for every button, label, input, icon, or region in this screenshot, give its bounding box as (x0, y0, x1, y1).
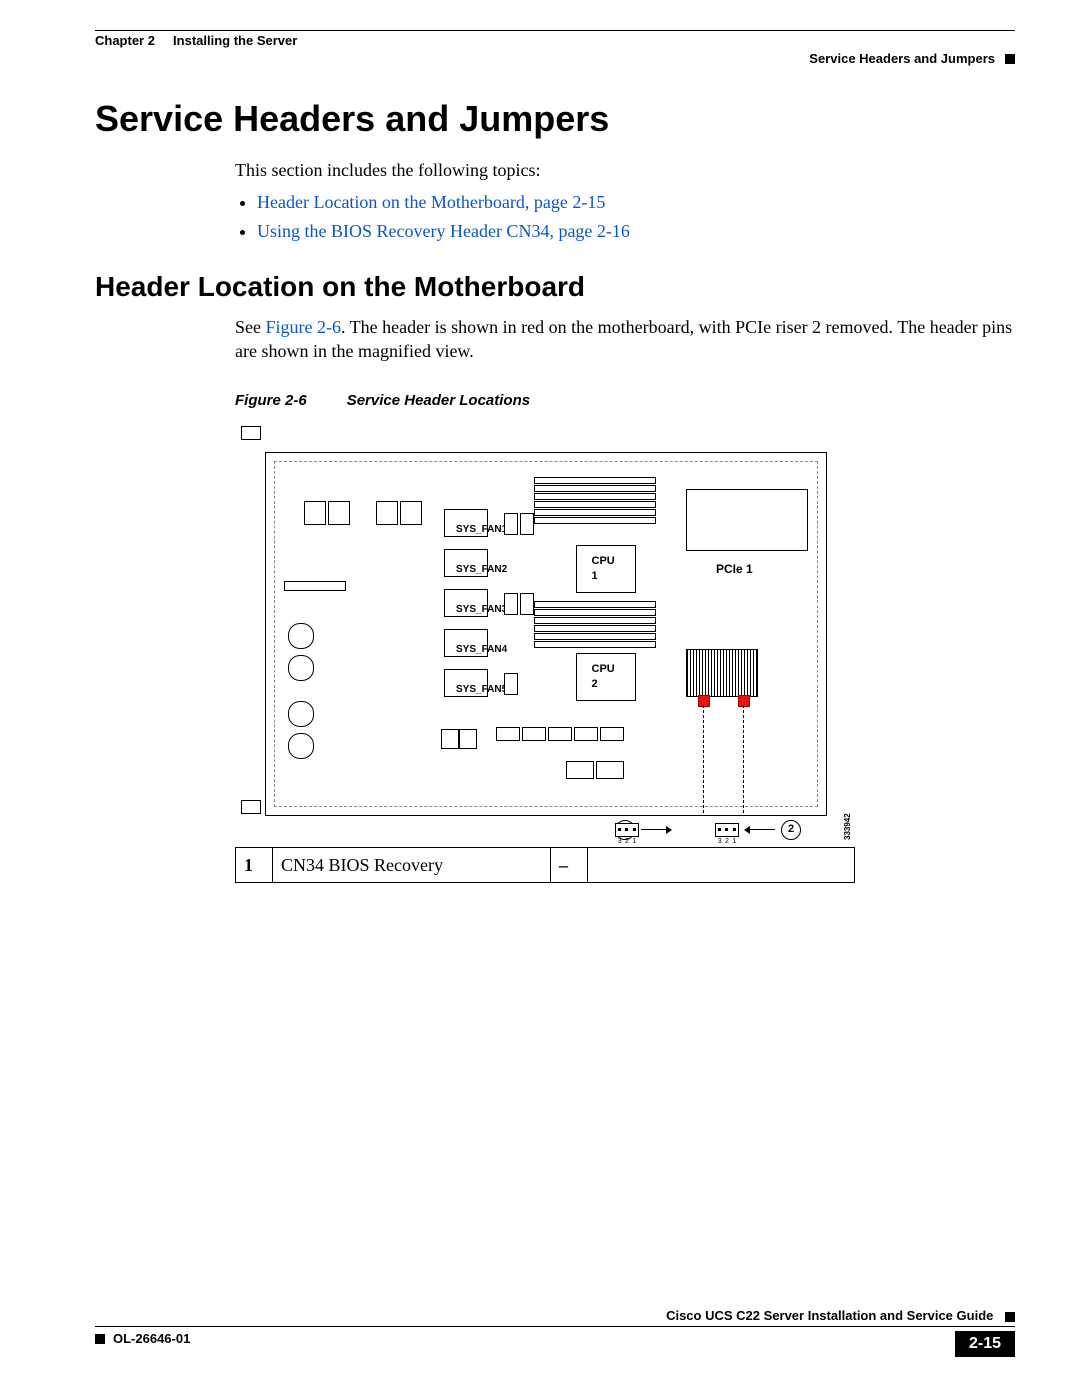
heatsink (686, 649, 758, 697)
fan1-label: SYS_FAN1 (456, 523, 507, 537)
drawing-number: 333942 (843, 813, 854, 840)
intro-text: This section includes the following topi… (235, 158, 1015, 182)
guide-title: Cisco UCS C22 Server Installation and Se… (666, 1308, 993, 1323)
topic-link[interactable]: Using the BIOS Recovery Header CN34, pag… (257, 221, 630, 241)
callout-2: 321 2 (715, 820, 801, 840)
service-header-highlight (738, 695, 750, 707)
motherboard-diagram: SYS_FAN1 SYS_FAN2 SYS_FAN3 SYS_FAN4 SYS_… (235, 422, 855, 848)
footer-square-icon (1005, 1312, 1015, 1322)
chapter-label: Chapter 2 (95, 33, 155, 48)
running-header: Chapter 2 Installing the Server Service … (95, 33, 1015, 88)
topic-list: Header Location on the Motherboard, page… (235, 190, 1015, 243)
page-title: Service Headers and Jumpers (95, 98, 1015, 140)
jumper-detail-icon: 321 (615, 823, 639, 837)
header-square-icon (1005, 54, 1015, 64)
page-number: 2-15 (955, 1331, 1015, 1357)
figure-key-table: 1 CN34 BIOS Recovery – (235, 847, 855, 883)
cpu2: CPU 2 (576, 653, 636, 701)
running-head: Service Headers and Jumpers (809, 51, 995, 66)
topic-link[interactable]: Header Location on the Motherboard, page… (257, 192, 605, 212)
footer-square-icon (95, 1334, 105, 1344)
key-index: 1 (236, 847, 273, 882)
section-para: See Figure 2-6. The header is shown in r… (235, 315, 1015, 364)
table-row: 1 CN34 BIOS Recovery – (236, 847, 855, 882)
fan3-label: SYS_FAN3 (456, 603, 507, 617)
jumper-detail-icon: 321 (715, 823, 739, 837)
figure-ref-link[interactable]: Figure 2-6 (266, 317, 342, 337)
chapter-title: Installing the Server (173, 33, 297, 48)
cpu1: CPU 1 (576, 545, 636, 593)
chassis-tab-icon (241, 800, 261, 814)
fan5-label: SYS_FAN5 (456, 683, 507, 697)
figure-caption: Figure 2-6Service Header Locations (235, 391, 1015, 411)
fan4-label: SYS_FAN4 (456, 643, 507, 657)
key-index: – (551, 847, 588, 882)
motherboard-outline: SYS_FAN1 SYS_FAN2 SYS_FAN3 SYS_FAN4 SYS_… (265, 452, 827, 816)
pcie1-label: PCIe 1 (716, 561, 753, 577)
service-header-highlight (698, 695, 710, 707)
fan2-label: SYS_FAN2 (456, 563, 507, 577)
doc-number: OL-26646-01 (113, 1331, 190, 1346)
key-text: CN34 BIOS Recovery (273, 847, 551, 882)
key-text (588, 847, 855, 882)
section-title: Header Location on the Motherboard (95, 271, 1015, 303)
callout-1: 1 321 (615, 820, 671, 840)
chassis-tab-icon (241, 426, 261, 440)
page-footer: Cisco UCS C22 Server Installation and Se… (95, 1308, 1015, 1357)
